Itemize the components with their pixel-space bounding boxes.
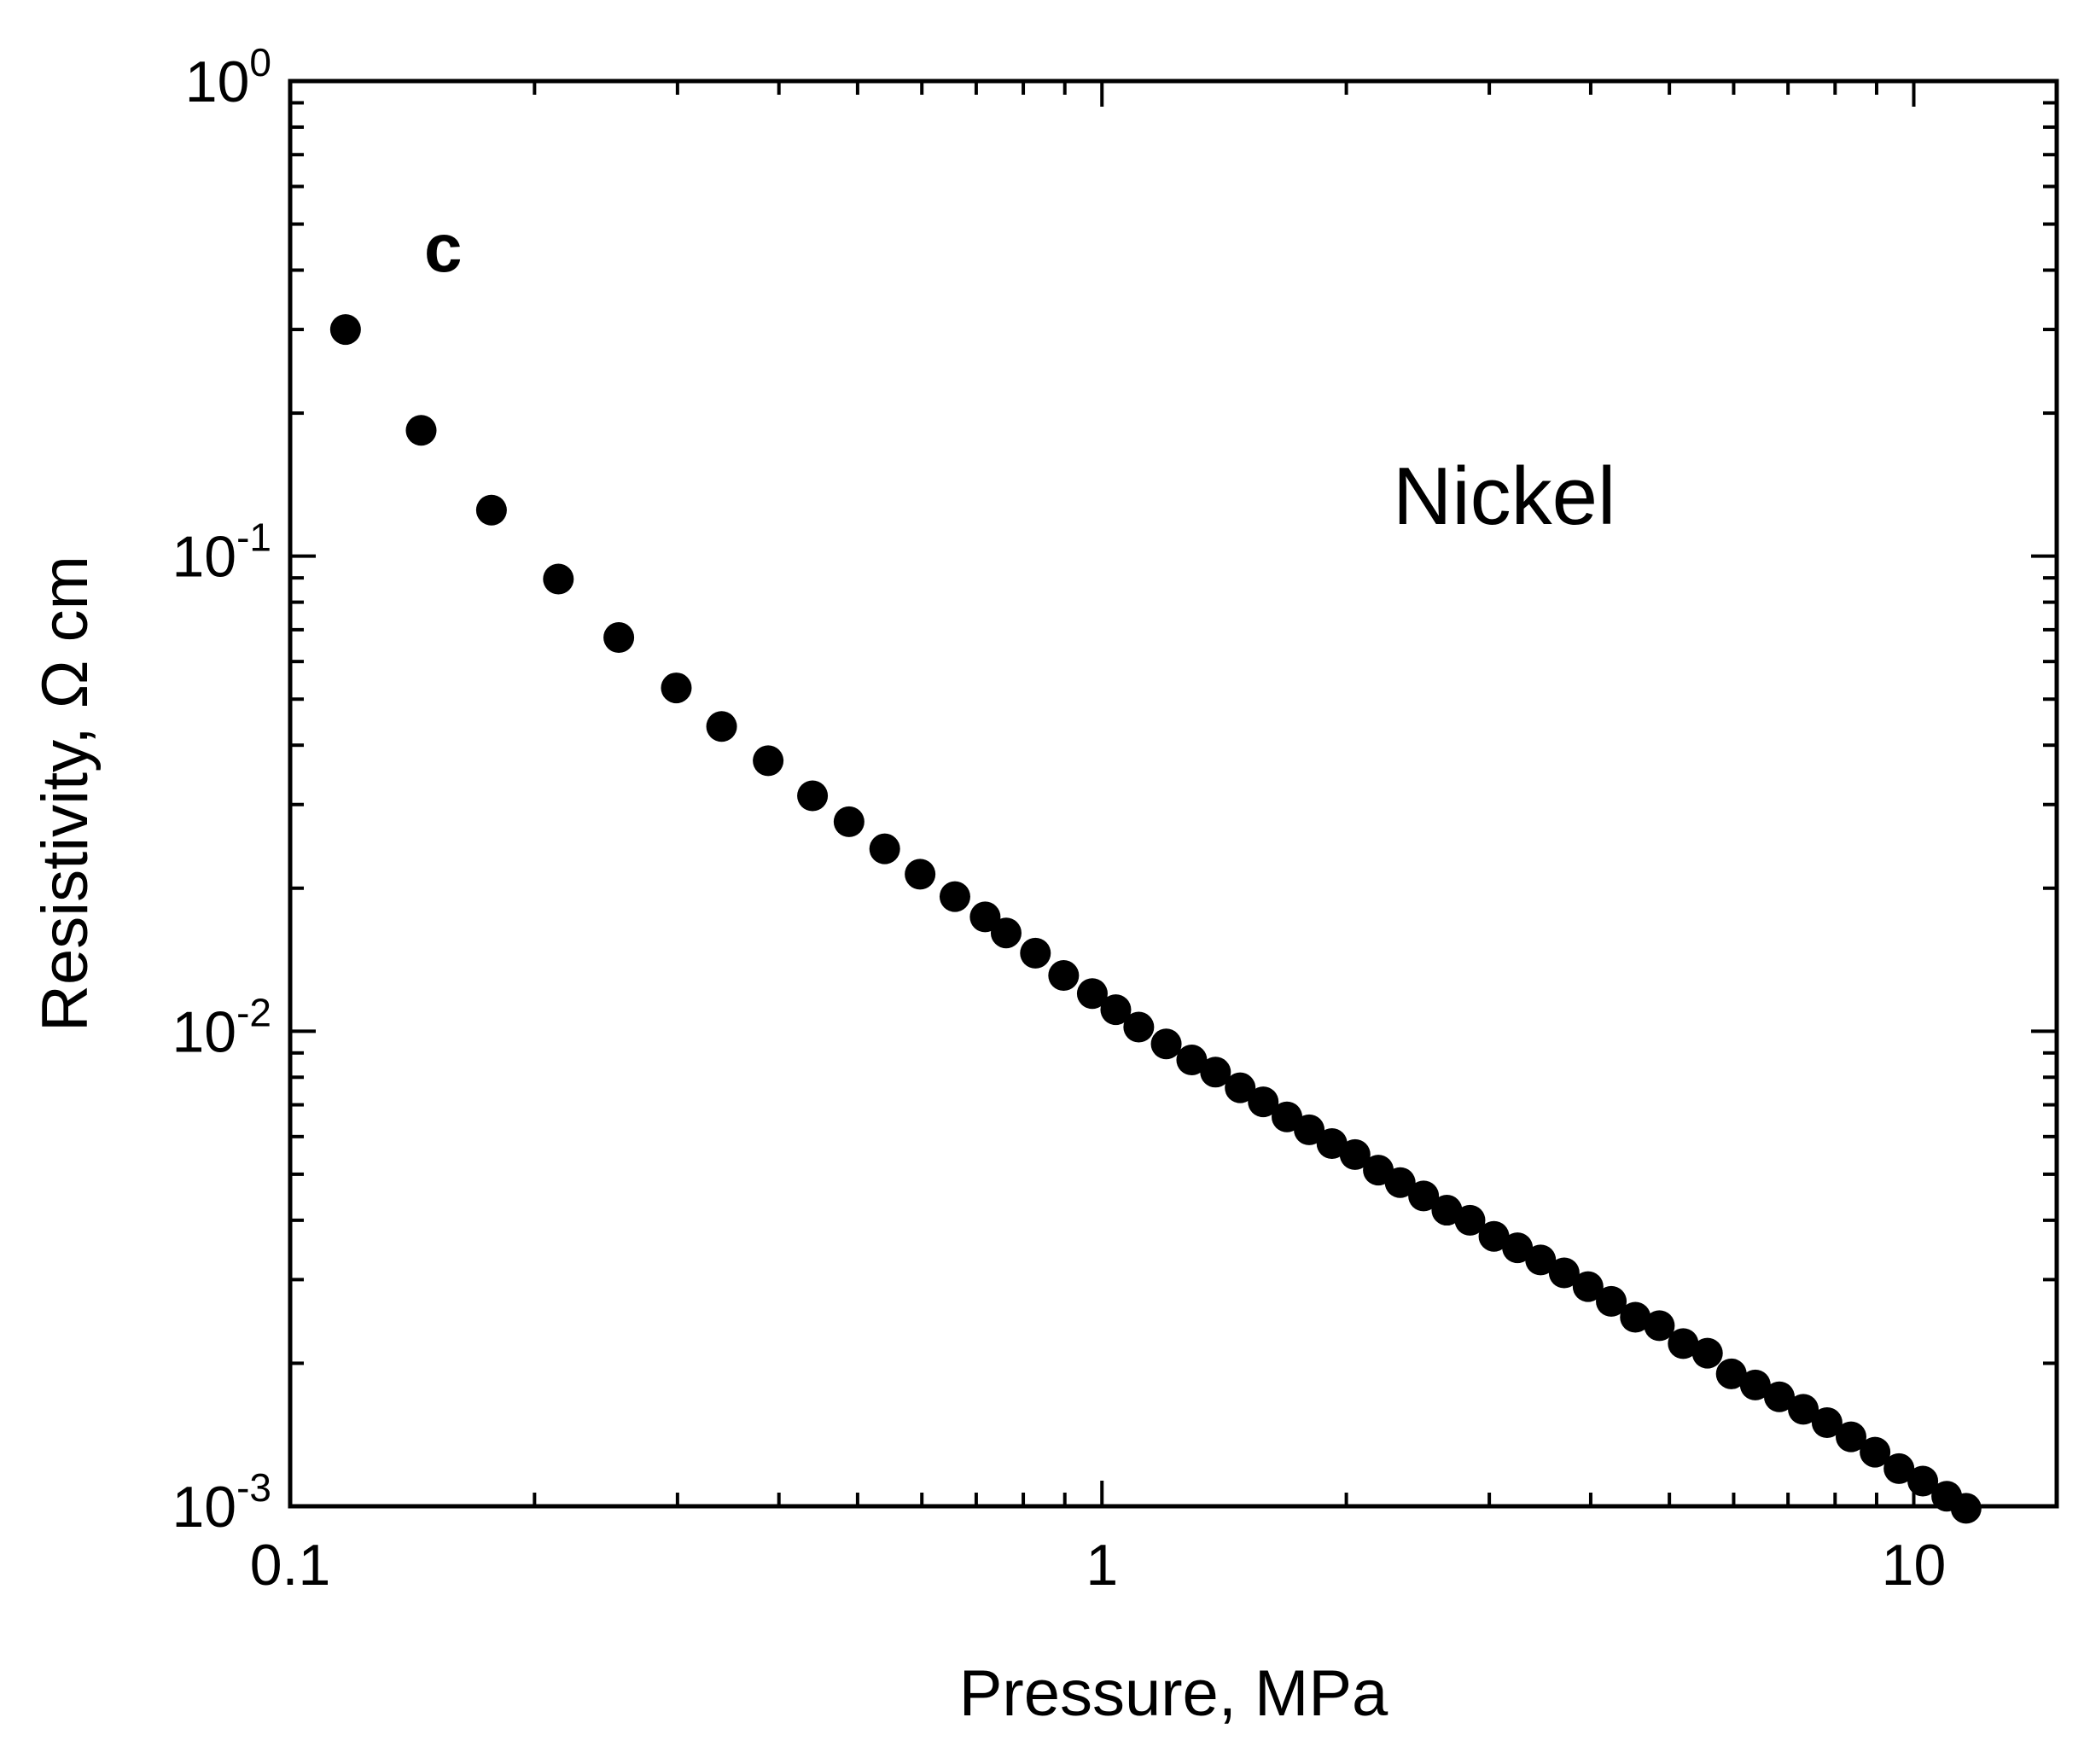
data-point [1200, 1057, 1231, 1088]
data-point [1950, 1493, 1982, 1524]
data-point [1339, 1138, 1371, 1170]
data-point [1715, 1358, 1747, 1389]
x-tick-labels: 0.1 1 10 [250, 1533, 1947, 1598]
data-point [1020, 937, 1051, 969]
y-tick-base: 10 [185, 49, 250, 114]
y-tick-exponent: -2 [236, 990, 271, 1034]
y-tick-base: 10 [172, 999, 236, 1064]
data-point [1811, 1406, 1843, 1438]
data-point [1907, 1465, 1939, 1497]
y-tick-exponent: 0 [249, 40, 271, 84]
x-tick-label: 0.1 [250, 1533, 331, 1598]
data-point [405, 415, 437, 446]
series-annotation-nickel: Nickel [1393, 451, 1616, 542]
data-point [543, 563, 574, 595]
data-point [1248, 1086, 1279, 1118]
data-point [1316, 1128, 1348, 1160]
y-tick-exponent: -3 [236, 1465, 271, 1510]
data-point [1431, 1195, 1463, 1226]
y-tick-base: 10 [172, 525, 236, 590]
data-point [905, 859, 936, 890]
data-point [1596, 1285, 1627, 1317]
data-point [1548, 1257, 1580, 1289]
data-point [969, 901, 1001, 933]
panel-label: c [424, 210, 463, 286]
data-point [869, 833, 900, 865]
data-point [1572, 1271, 1604, 1302]
data-point [1123, 1011, 1155, 1043]
data-point [661, 672, 692, 704]
data-point [1883, 1453, 1915, 1484]
data-point [1788, 1394, 1819, 1425]
data-point [1150, 1028, 1182, 1060]
y-tick-label: 10-3 [172, 1465, 271, 1540]
data-point [1478, 1220, 1510, 1252]
data-point [1076, 978, 1108, 1010]
data-point [1225, 1072, 1256, 1103]
y-tick-label: 10-1 [172, 515, 271, 590]
data-point [1525, 1244, 1557, 1276]
data-point [1763, 1381, 1795, 1412]
data-point [1860, 1436, 1891, 1468]
data-point [797, 780, 829, 812]
tick-marks [288, 79, 2057, 1508]
data-point [706, 711, 737, 742]
data-point [833, 806, 865, 837]
data-point [1502, 1232, 1534, 1264]
data-point [1668, 1328, 1699, 1359]
plot-frame [288, 79, 2059, 1509]
data-point [1691, 1337, 1723, 1369]
data-point [1644, 1310, 1675, 1342]
data-point [1384, 1167, 1416, 1198]
y-tick-label: 10-2 [172, 990, 271, 1064]
data-series-nickel [329, 314, 1982, 1524]
data-point [1408, 1180, 1440, 1212]
data-point [1739, 1369, 1771, 1400]
data-point [1048, 960, 1080, 992]
data-point [939, 881, 970, 912]
data-point [990, 917, 1022, 949]
x-axis-title: Pressure, MPa [959, 1657, 1388, 1730]
data-point [1835, 1421, 1866, 1453]
data-point [753, 745, 784, 777]
data-point [1454, 1204, 1486, 1236]
y-tick-label: 100 [185, 40, 271, 114]
y-axis-title: Resistivity, Ω cm [29, 556, 102, 1032]
data-point [329, 314, 361, 346]
y-tick-base: 10 [172, 1475, 236, 1540]
data-point [475, 494, 507, 526]
data-point [1272, 1101, 1303, 1132]
x-tick-label: 1 [1086, 1533, 1118, 1598]
data-point [1620, 1301, 1651, 1333]
data-point [1294, 1114, 1325, 1145]
x-tick-label: 10 [1882, 1533, 1947, 1598]
data-point [603, 622, 635, 654]
data-point [1176, 1045, 1208, 1076]
y-tick-exponent: -1 [236, 515, 271, 560]
data-point [1100, 994, 1132, 1026]
